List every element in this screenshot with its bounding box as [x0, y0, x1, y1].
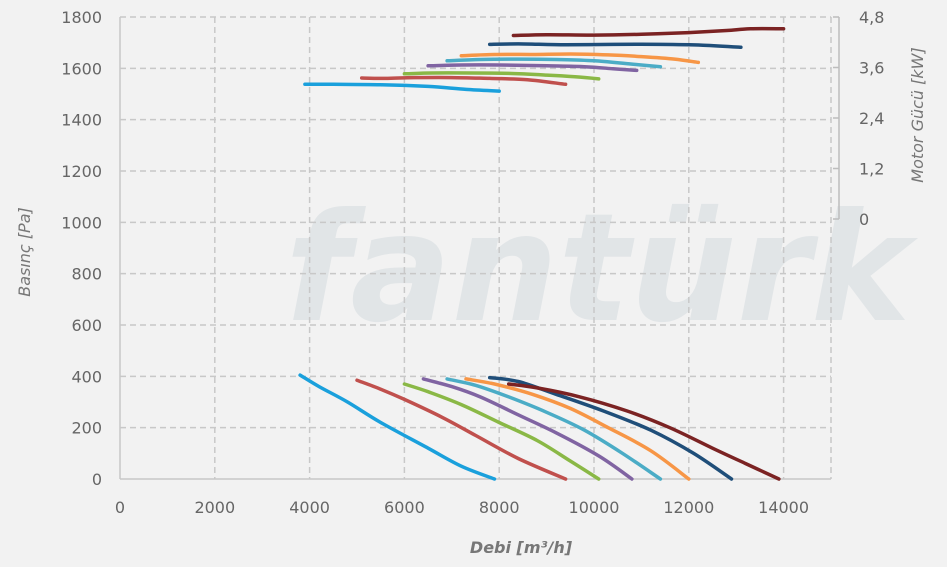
watermark-text: fantürk: [285, 182, 919, 356]
power-curve-3: [402, 71, 601, 81]
y2-tick-label: 2,4: [859, 109, 884, 128]
power-curve-8: [511, 26, 786, 38]
power-curve-6: [459, 52, 701, 65]
x-axis-title: Debi [m³/h]: [470, 538, 573, 557]
y-tick-label: 0: [92, 470, 102, 489]
y2-axis-title: Motor Gücü [kW]: [908, 47, 927, 182]
y-tick-label: 800: [71, 265, 102, 284]
x-tick-label: 0: [115, 498, 125, 517]
x-tick-label: 14000: [758, 498, 809, 517]
y-axis-title: Basınç [Pa]: [15, 207, 34, 297]
power-curve-2: [359, 75, 568, 87]
x-tick-label: 2000: [194, 498, 235, 517]
y2-tick-label: 3,6: [859, 59, 884, 78]
axes: [119, 16, 840, 480]
power-curve-5: [445, 57, 663, 69]
x-tick-label: 10000: [569, 498, 620, 517]
pressure-curve-3: [402, 382, 601, 481]
power-curve-7: [487, 42, 743, 50]
x-tick-label: 4000: [289, 498, 330, 517]
y2-tick-label: 4,8: [859, 8, 884, 27]
pressure-curve-2: [355, 378, 568, 481]
y-tick-label: 1600: [61, 59, 102, 78]
pressure-curve-4: [421, 377, 634, 481]
x-tick-label: 8000: [479, 498, 520, 517]
y-tick-label: 400: [71, 367, 102, 386]
x-tick-label: 12000: [663, 498, 714, 517]
pressure-curve-7: [487, 375, 734, 481]
pressure-curve-1: [298, 373, 497, 481]
grid-lines: [120, 16, 831, 479]
y-tick-label: 1200: [61, 162, 102, 181]
data-series: [298, 26, 786, 481]
pressure-curve-5: [445, 377, 663, 481]
y-tick-label: 600: [71, 316, 102, 335]
x-tick-label: 6000: [384, 498, 425, 517]
power-curve-1: [303, 82, 501, 93]
y2-tick-label: 0: [859, 210, 869, 229]
y2-tick-label: 1,2: [859, 160, 884, 179]
pressure-curve-6: [464, 377, 691, 481]
y-tick-label: 1800: [61, 8, 102, 27]
power-curve-4: [426, 63, 639, 73]
pressure-curve-8: [506, 382, 781, 481]
y-tick-label: 200: [71, 419, 102, 438]
y-tick-label: 1400: [61, 111, 102, 130]
y-tick-label: 1000: [61, 213, 102, 232]
tick-labels: 01,22,43,64,80 2000 4000 6000 8000 10000 12000…: [61, 8, 884, 517]
